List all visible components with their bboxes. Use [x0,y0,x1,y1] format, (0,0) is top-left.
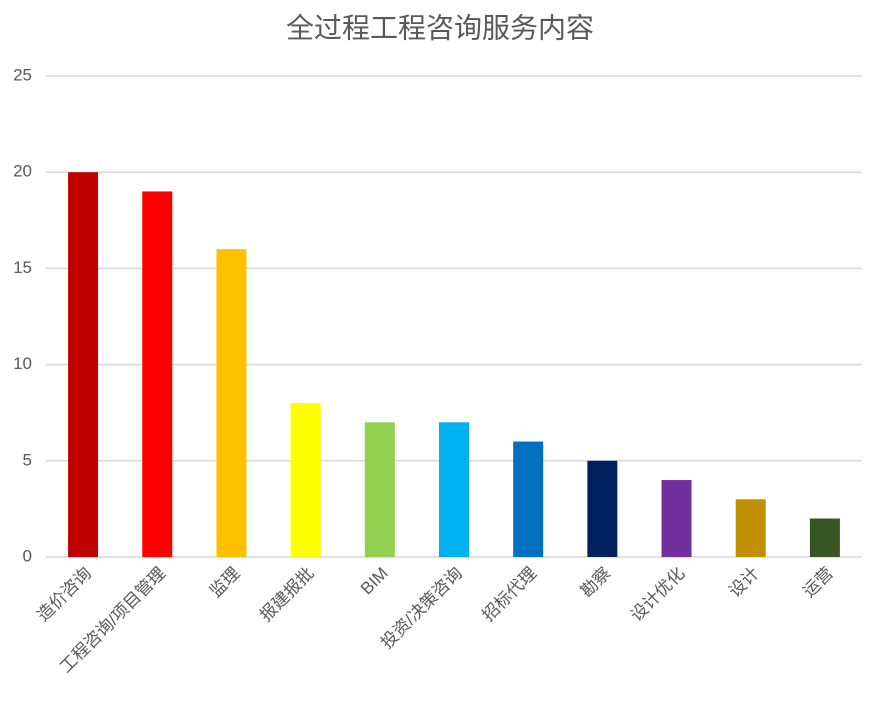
bar [661,480,692,557]
y-tick-label: 25 [13,65,32,84]
x-tick-label: 招标代理 [479,564,541,626]
x-tick-label: 造价咨询 [34,564,96,626]
y-tick-label: 5 [23,450,32,469]
y-tick-label: 10 [13,354,32,373]
y-tick-label: 0 [23,546,32,565]
y-tick-label: 15 [13,258,32,277]
bar [439,422,469,557]
bar [68,172,99,557]
x-tick-label: 设计 [725,564,762,601]
bar [513,441,544,557]
chart-title: 全过程工程咨询服务内容 [286,12,594,43]
x-tick-label: 设计优化 [627,564,689,626]
bar [587,460,618,557]
x-tick-label: 报建报批 [256,564,318,626]
x-tick-label: 勘察 [577,564,614,601]
bar [735,499,766,557]
bar [142,191,173,557]
bar [216,249,247,557]
x-tick-label: 运营 [799,564,836,601]
x-tick-label: BIM [357,564,392,599]
bar [809,518,840,557]
x-tick-label: 监理 [206,564,243,601]
bar [290,403,321,557]
y-tick-label: 20 [13,162,32,181]
bar [364,422,395,557]
